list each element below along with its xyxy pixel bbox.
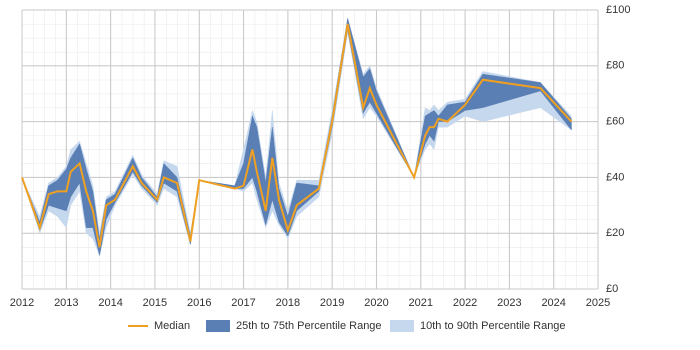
x-tick-label: 2014 xyxy=(98,297,122,309)
legend-swatch xyxy=(390,320,414,332)
x-tick-label: 2025 xyxy=(586,297,610,309)
legend-swatch xyxy=(206,320,230,332)
legend-label: 25th to 75th Percentile Range xyxy=(236,320,382,332)
legend-label: 10th to 90th Percentile Range xyxy=(420,320,566,332)
y-tick-label: £60 xyxy=(606,116,624,128)
x-tick-label: 2024 xyxy=(541,297,565,309)
y-tick-label: £80 xyxy=(606,60,624,72)
median-line xyxy=(21,23,573,248)
legend-label: Median xyxy=(154,320,190,332)
y-tick-label: £100 xyxy=(606,4,630,16)
y-tick-label: £20 xyxy=(606,227,624,239)
x-tick-label: 2023 xyxy=(497,297,521,309)
y-tick-label: £40 xyxy=(606,171,624,183)
y-tick-label: £0 xyxy=(606,283,618,295)
x-tick-label: 2013 xyxy=(54,297,78,309)
x-tick-label: 2018 xyxy=(276,297,300,309)
x-tick-label: 2021 xyxy=(409,297,433,309)
x-tick-label: 2016 xyxy=(187,297,211,309)
x-tick-label: 2022 xyxy=(453,297,477,309)
x-tick-label: 2012 xyxy=(10,297,34,309)
x-tick-label: 2019 xyxy=(320,297,344,309)
x-tick-label: 2015 xyxy=(143,297,167,309)
x-tick-label: 2020 xyxy=(364,297,388,309)
plot-background xyxy=(22,10,598,289)
x-tick-label: 2017 xyxy=(231,297,255,309)
